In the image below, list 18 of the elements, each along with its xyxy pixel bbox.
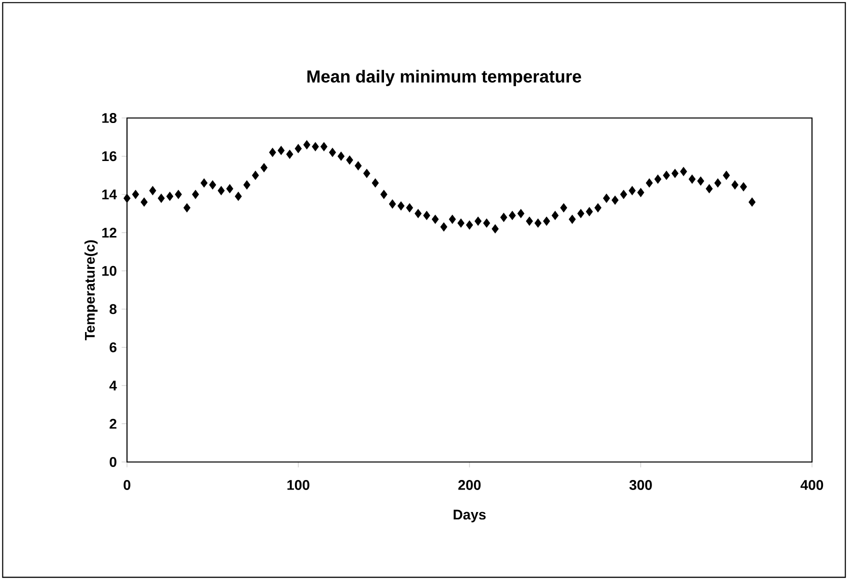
y-axis-title: Temperature(c): [84, 240, 98, 340]
y-tick-label: 16: [102, 151, 116, 162]
y-tick-label: 14: [102, 190, 117, 200]
x-tick-label: 0: [124, 480, 130, 490]
x-tick-label: 300: [629, 480, 652, 490]
y-tick-label: 4: [109, 380, 117, 390]
x-tick-label: 400: [800, 480, 824, 490]
chart-title: Mean daily minimum temperature: [307, 70, 582, 86]
x-tick-label: 100: [287, 480, 310, 490]
x-tick-label: 200: [458, 480, 481, 490]
y-tick-label: 10: [102, 266, 116, 276]
x-axis-title: Days: [454, 510, 486, 522]
y-tick-label: 18: [102, 113, 117, 123]
y-tick-label: 0: [110, 457, 116, 467]
y-tick-label: 2: [110, 418, 116, 429]
y-tick-label: 6: [110, 342, 116, 352]
y-tick-label: 12: [102, 228, 116, 238]
y-tick-label: 8: [110, 304, 117, 314]
